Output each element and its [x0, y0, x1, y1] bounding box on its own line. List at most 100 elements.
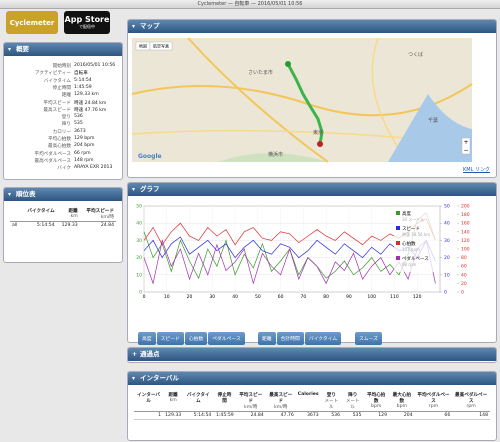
summary-label: バイクタイム — [43, 78, 71, 84]
summary-value: 204 bpm — [74, 143, 95, 149]
row: 1 129.33 5:14:54 1:45:59 24.84 47.76 3673 536 53… — [134, 411, 490, 420]
column-header: 平均心拍数 bpm — [363, 391, 390, 412]
y-tick-label: 40 — [136, 221, 142, 227]
waypoints-panel: 通過点 — [127, 347, 497, 363]
cell: 536 — [320, 411, 343, 420]
cell: 1:45:59 — [213, 411, 236, 420]
summary-value: 2016/05/01 10:56 — [74, 63, 116, 68]
button-group: 距離 合計時間 バイクタイム — [258, 325, 342, 345]
map-tab-label[interactable]: 航空写真 — [153, 43, 169, 49]
graph-button[interactable]: ペダルペース — [208, 332, 245, 345]
column-unit: bpm — [396, 404, 407, 409]
column-unit: bpm — [371, 404, 382, 409]
legend-swatch — [396, 256, 400, 260]
column-header: 距離 km — [163, 391, 184, 412]
cyclemeter-badge[interactable]: Cyclemeter — [6, 11, 58, 34]
zoom-out[interactable]: − — [463, 147, 468, 154]
graph-button[interactable]: スピード — [156, 332, 184, 345]
route — [286, 63, 324, 145]
cell: 3673 — [295, 411, 321, 420]
summary-value: 148 rpm — [74, 157, 94, 163]
legend-reading: 137 bpm — [402, 247, 420, 252]
cell: 148 — [452, 411, 490, 420]
cell: 1 — [134, 411, 164, 420]
legend-reading: 時速 18.56 km — [402, 231, 430, 237]
column-label: 最高スピード — [269, 393, 293, 404]
graph-button[interactable]: バイクタイム — [304, 332, 342, 345]
graph-button[interactable]: 心拍数 — [184, 332, 208, 345]
y2-tick-label: 30 — [444, 238, 450, 244]
summary-label: バイク — [57, 166, 71, 172]
column-header: 降り メートル — [342, 391, 364, 412]
panel-header[interactable]: マップ — [128, 20, 496, 33]
column-unit: メートル — [345, 399, 360, 410]
x-tick-label: 110 — [390, 294, 399, 300]
graph-button[interactable]: 高度 — [138, 332, 156, 345]
map-tab-label[interactable]: 地図 — [139, 43, 147, 49]
column-label: バイクタイム — [186, 393, 210, 404]
map-tab[interactable] — [149, 41, 173, 51]
kml-link[interactable]: KML リンク — [463, 167, 490, 173]
summary-value: 535 — [74, 121, 83, 127]
column-label: インターバル — [137, 393, 161, 404]
column-label: 降り — [348, 393, 358, 398]
badge-sub: で配信中 — [79, 24, 95, 29]
graph-button[interactable]: 合計時間 — [276, 332, 304, 345]
y3-tick-label: 180 — [461, 212, 470, 218]
y-tick-label: 30 — [136, 238, 142, 244]
place-label: 千葉 — [428, 117, 438, 124]
column-header: 平均ペダルペース rpm — [414, 391, 453, 412]
cell: 24.84 — [235, 411, 266, 420]
leaderboard-panel: 順位表 バイクタイム距離km平均スピードkm/時all5:14:54129.33… — [3, 187, 123, 263]
cell: 66 — [414, 411, 453, 420]
column-label: 停止時間 — [217, 393, 232, 404]
summary-value: 3673 — [74, 128, 86, 134]
y2-tick-label: 50 — [444, 204, 450, 210]
column-unit: km/時 — [274, 405, 288, 410]
appstore-badge[interactable]: App Store で配信中 — [64, 11, 110, 34]
panel-header[interactable]: インターバル — [128, 372, 496, 385]
y2-tick-label: 40 — [444, 221, 450, 227]
column-header: インターバル — [134, 391, 164, 412]
column-unit: km — [70, 214, 78, 219]
panel-header[interactable]: 通過点 — [128, 348, 496, 361]
y3-tick-label: 20 — [461, 281, 467, 287]
summary-label: 距離 — [61, 93, 71, 99]
zoom-in[interactable]: + — [463, 139, 468, 146]
legend-reading: 30 メートル — [402, 217, 424, 222]
panel-header[interactable]: グラフ — [128, 183, 496, 196]
x-tick-label: 80 — [323, 294, 329, 300]
legend-swatch — [396, 241, 400, 245]
summary-value: 1:45:59 — [74, 84, 92, 90]
plot-area — [143, 205, 441, 293]
summary-label: アクティビティー — [35, 71, 71, 77]
y3-tick-label: 160 — [461, 221, 470, 227]
cell: 5:14:54 — [36, 223, 55, 228]
y-tick-label: 20 — [136, 255, 142, 261]
summary-label: 平均心拍数 — [48, 137, 71, 142]
column-label: 最高ペダルペース — [455, 393, 488, 404]
summary-label: 開始時刻 — [52, 64, 71, 69]
column-header: 停止時間 — [213, 391, 236, 412]
column-header: 登り メートル — [320, 391, 343, 412]
graph-button[interactable]: スムーズ — [355, 332, 382, 345]
y-tick-label: 10 — [136, 272, 142, 278]
column-unit: km — [169, 398, 177, 403]
panel-header[interactable]: 概要 — [4, 43, 122, 56]
x-tick-label: 0 — [143, 294, 146, 300]
x-tick-label: 40 — [232, 294, 238, 300]
legend-swatch — [396, 226, 400, 230]
x-tick-label: 50 — [255, 294, 261, 300]
zoom-control[interactable] — [461, 137, 471, 155]
graph-button[interactable]: 距離 — [258, 332, 276, 345]
x-tick-label: 30 — [209, 294, 215, 300]
summary-value: 536 — [74, 114, 83, 120]
place-label: つくば — [408, 51, 423, 58]
summary-label: 最高スピード — [43, 107, 71, 113]
column-header: 平均スピード km/時 — [79, 207, 116, 222]
panel-header[interactable]: 順位表 — [4, 188, 122, 201]
y3-tick-label: 60 — [461, 264, 467, 270]
